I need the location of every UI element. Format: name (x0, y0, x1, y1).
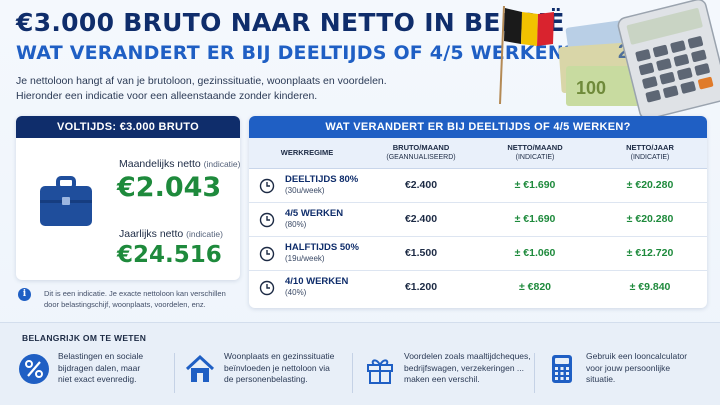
calculator-icon (617, 0, 720, 118)
monthly-net-label: Maandelijks netto (indicatie) (119, 158, 240, 170)
comparison-table: WERKREGIME BRUTO/MAAND (GEANNUALISEERD) N… (249, 138, 707, 304)
intro-line-1: Je nettoloon hangt af van je brutoloon, … (16, 75, 387, 87)
column-header-regime: WERKREGIME (249, 138, 365, 169)
hero-illustration: 100 20 (499, 0, 720, 118)
bruto-cell: €1.200 (404, 281, 438, 294)
netto-maand-cell: ± €1.690 (477, 168, 593, 203)
divider (174, 353, 175, 393)
tip-text: Belastingen en sociale bijdragen dalen, m… (58, 351, 144, 384)
table-row: 4/10 WERKEN (40%) €1.200 ± €820 ± €9.840 (249, 270, 707, 304)
banknote-100-label: 100 (576, 78, 606, 98)
intro-text: Je nettoloon hangt af van je brutoloon, … (16, 74, 456, 104)
regime-cell: HALFTIJDS 50% (19u/week) (249, 236, 365, 271)
bruto-cell: €1.500 (365, 236, 477, 271)
column-header-netto-maand: NETTO/MAAND (INDICATIE) (477, 138, 593, 169)
fulltime-heading: VOLTIJDS: €3.000 BRUTO (16, 116, 240, 138)
table-row: DEELTIJDS 80% (30u/week) €2.400 ± €1.690… (249, 168, 707, 203)
netto-jaar-cell: ± €20.280 (593, 202, 707, 237)
yearly-net-hint: (indicatie) (186, 229, 223, 239)
page-title: €3.000 BRUTO NAAR NETTO IN BELGIË (16, 8, 565, 37)
tip-item: Voordelen zoals maaltijdcheques, bedrijfs… (364, 351, 534, 401)
netto-jaar-cell: ± €20.280 (593, 168, 707, 203)
regime-cell: 4/10 WERKEN (40%) (249, 270, 365, 304)
table-row: HALFTIJDS 50% (19u/week) €1.500 ± €1.060… (249, 236, 707, 271)
house-icon (185, 354, 215, 382)
gift-icon (367, 359, 393, 384)
divider (352, 353, 353, 393)
tips-section: BELANGRIJK OM TE WETEN Belastingen en so… (0, 322, 720, 405)
page-subtitle: WAT VERANDERT ER BIJ DEELTIJDS OF 4/5 WE… (16, 42, 576, 64)
table-row: 4/5 WERKEN (80%) €2.400 ± €1.690 ± €20.2… (249, 202, 707, 237)
disclaimer-text: Dit is een indicatie. Je exacte nettoloo… (44, 289, 226, 309)
info-icon: i (18, 288, 31, 301)
intro-line-2: Hieronder een indicatie voor een alleens… (16, 90, 318, 102)
netto-maand-cell: ± €1.690 (477, 202, 593, 237)
yearly-net-label: Jaarlijks netto (indicatie) (119, 228, 223, 240)
column-header-netto-jaar: NETTO/JAAR (INDICATIE) (593, 138, 707, 169)
tip-item: Belastingen en sociale bijdragen dalen, m… (18, 351, 168, 401)
bruto-cell: €2.400 (365, 168, 477, 203)
clock-icon (259, 246, 275, 261)
clock-icon (259, 212, 275, 227)
tips-title: BELANGRIJK OM TE WETEN (22, 333, 147, 343)
netto-maand-cell: ± €820 (518, 281, 552, 294)
comparison-card: WAT VERANDERT ER BIJ DEELTIJDS OF 4/5 WE… (249, 116, 707, 308)
divider (534, 353, 535, 393)
tip-text: Gebruik een looncalculator voor jouw pers… (586, 351, 688, 384)
briefcase-icon (40, 176, 92, 226)
column-header-bruto: BRUTO/MAAND (GEANNUALISEERD) (365, 138, 477, 169)
netto-maand-cell: ± €1.060 (477, 236, 593, 271)
calculator-icon (552, 355, 572, 383)
tip-item: Gebruik een looncalculator voor jouw pers… (546, 351, 711, 401)
table-header-row: WERKREGIME BRUTO/MAAND (GEANNUALISEERD) N… (249, 138, 707, 169)
tip-text: Voordelen zoals maaltijdcheques, bedrijfs… (404, 351, 531, 384)
bruto-cell: €2.400 (365, 202, 477, 237)
regime-cell: DEELTIJDS 80% (30u/week) (249, 168, 365, 203)
clock-icon (259, 178, 275, 193)
tip-text: Woonplaats en gezinssituatie beïnvloeden … (224, 351, 335, 384)
comparison-heading: WAT VERANDERT ER BIJ DEELTIJDS OF 4/5 WE… (249, 116, 707, 138)
yearly-net-value: €24.516 (117, 242, 222, 268)
netto-jaar-cell: ± €9.840 (629, 281, 671, 294)
fulltime-card: VOLTIJDS: €3.000 BRUTO Maandelijks netto… (16, 116, 240, 280)
netto-jaar-cell: ± €12.720 (593, 236, 707, 271)
percent-icon (19, 354, 49, 384)
monthly-net-value: €2.043 (117, 172, 222, 203)
clock-icon (259, 280, 275, 295)
monthly-net-hint: (indicatie) (203, 159, 240, 169)
regime-cell: 4/5 WERKEN (80%) (249, 202, 365, 237)
tip-item: Woonplaats en gezinssituatie beïnvloeden … (184, 351, 354, 401)
belgian-flag-icon (499, 5, 554, 105)
